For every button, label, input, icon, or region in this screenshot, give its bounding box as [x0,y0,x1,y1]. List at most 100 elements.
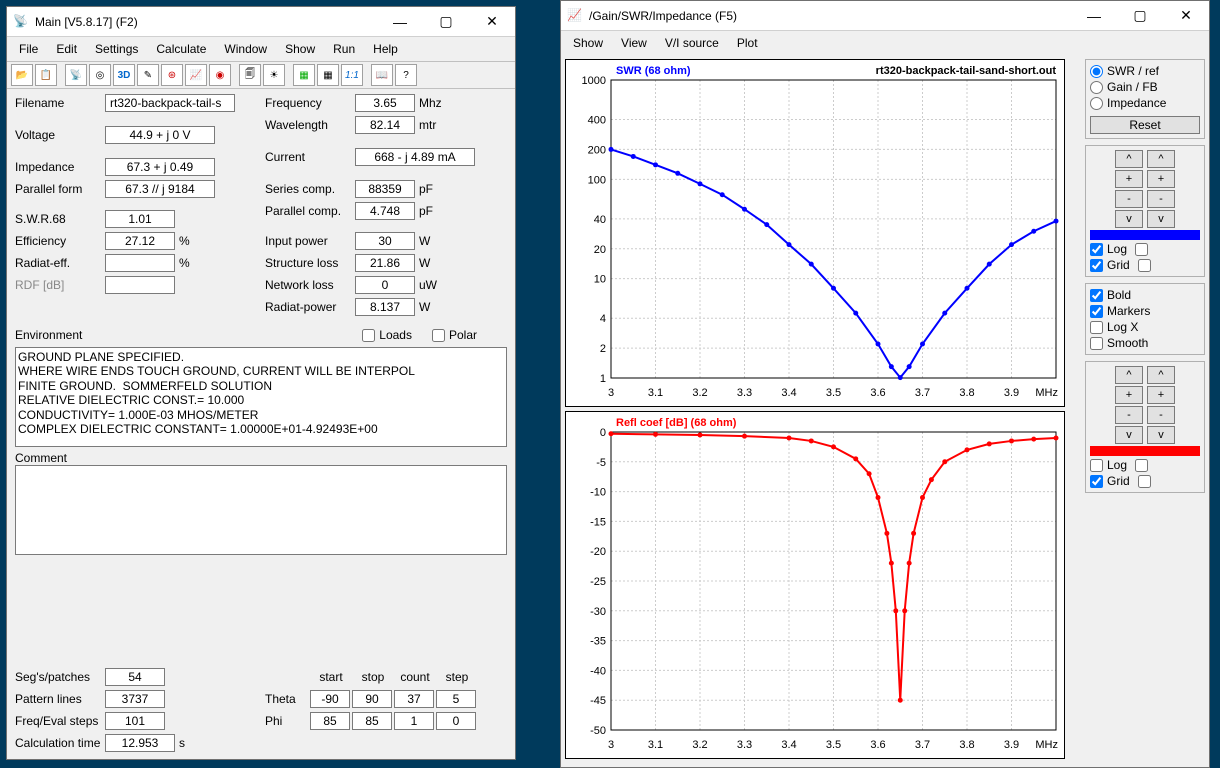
filename-input[interactable] [105,94,235,112]
refl-x-plus[interactable]: + [1147,386,1175,404]
refl-y-minus[interactable]: - [1115,406,1143,424]
bold-checkbox[interactable]: Bold [1090,288,1200,302]
menu-show[interactable]: Show [277,40,323,58]
refl-x-up-icon[interactable]: ^ [1147,366,1175,384]
tool-3d-icon[interactable]: 3D [113,64,135,86]
close-button[interactable]: ✕ [469,7,515,37]
svg-text:3.3: 3.3 [737,387,752,399]
opt-gain-radio[interactable]: Gain / FB [1090,80,1200,94]
refl-y-down-icon[interactable]: v [1115,426,1143,444]
freq-steps-label: Freq/Eval steps [15,714,105,728]
phi-step[interactable]: 0 [436,712,476,730]
environment-textarea[interactable] [15,347,507,447]
svg-text:3.5: 3.5 [826,739,841,751]
tool-help-icon[interactable]: ? [395,64,417,86]
tool-calc-icon[interactable]: ▦ [293,64,315,86]
opt-imp-radio[interactable]: Impedance [1090,96,1200,110]
refl-grid-checkbox[interactable]: Grid [1090,474,1130,488]
minimize-button[interactable]: — [377,7,423,37]
tool-wheel-icon[interactable]: ⊛ [161,64,183,86]
radiat-power-value: 8.137 [355,298,415,316]
loads-checkbox[interactable]: Loads [362,328,412,342]
refl-x-minus[interactable]: - [1147,406,1175,424]
menu-help[interactable]: Help [365,40,406,58]
chart-menu-plot[interactable]: Plot [729,34,766,52]
menu-run[interactable]: Run [325,40,363,58]
tool-sun-icon[interactable]: ☀ [263,64,285,86]
chart-menu-show[interactable]: Show [565,34,611,52]
theta-count[interactable]: 37 [394,690,434,708]
swr-x-plus[interactable]: + [1147,170,1175,188]
svg-text:3.9: 3.9 [1004,387,1019,399]
tool-antenna-icon[interactable]: 📡 [65,64,87,86]
chart-menu-view[interactable]: View [613,34,655,52]
svg-text:1: 1 [600,373,606,385]
swr-x-minus[interactable]: - [1147,190,1175,208]
markers-checkbox[interactable]: Markers [1090,304,1200,318]
menu-file[interactable]: File [11,40,46,58]
menu-edit[interactable]: Edit [48,40,85,58]
theta-start[interactable]: -90 [310,690,350,708]
tool-scale-icon[interactable]: 1:1 [341,64,363,86]
comment-textarea[interactable] [15,465,507,555]
phi-start[interactable]: 85 [310,712,350,730]
frequency-value[interactable]: 3.65 [355,94,415,112]
tool-book-icon[interactable]: 📖 [371,64,393,86]
swr-grid-checkbox[interactable]: Grid [1090,258,1130,272]
swr-x-up-icon[interactable]: ^ [1147,150,1175,168]
swr-y-up-icon[interactable]: ^ [1115,150,1143,168]
tool-target-icon[interactable]: ◎ [89,64,111,86]
refl-x-down-icon[interactable]: v [1147,426,1175,444]
swr-log2-checkbox[interactable] [1135,242,1148,256]
input-power-label: Input power [265,234,355,248]
svg-text:3.6: 3.6 [870,739,885,751]
refl-log2-checkbox[interactable] [1135,458,1148,472]
refl-y-plus[interactable]: + [1115,386,1143,404]
polar-checkbox[interactable]: Polar [432,328,477,342]
tool-open-icon[interactable]: 📂 [11,64,33,86]
tool-grid-icon[interactable]: ▦ [317,64,339,86]
svg-text:3.5: 3.5 [826,387,841,399]
swr-y-plus[interactable]: + [1115,170,1143,188]
smooth-checkbox[interactable]: Smooth [1090,336,1200,350]
menu-calculate[interactable]: Calculate [148,40,214,58]
phi-count[interactable]: 1 [394,712,434,730]
swr-y-minus[interactable]: - [1115,190,1143,208]
opt-swr-radio[interactable]: SWR / ref [1090,64,1200,78]
refl-grid2-checkbox[interactable] [1138,474,1151,488]
tool-chart-icon[interactable]: 📈 [185,64,207,86]
swr-y-down-icon[interactable]: v [1115,210,1143,228]
logx-checkbox[interactable]: Log X [1090,320,1200,334]
theta-step[interactable]: 5 [436,690,476,708]
chart-maximize-button[interactable]: ▢ [1117,1,1163,31]
svg-text:3: 3 [608,387,614,399]
tool-clone-icon[interactable]: 🗐 [239,64,261,86]
menu-settings[interactable]: Settings [87,40,146,58]
filename-label: Filename [15,96,105,110]
swr-x-down-icon[interactable]: v [1147,210,1175,228]
comment-label: Comment [15,451,507,465]
chart-close-button[interactable]: ✕ [1163,1,1209,31]
chart-window: 📈 /Gain/SWR/Impedance (F5) — ▢ ✕ Show Vi… [560,0,1210,768]
chart-menu-vi[interactable]: V/I source [657,34,727,52]
input-power-unit: W [419,234,447,248]
input-power-value[interactable]: 30 [355,232,415,250]
svg-text:SWR (68 ohm): SWR (68 ohm) [616,65,691,77]
svg-text:-15: -15 [590,516,606,528]
tool-edit-icon[interactable]: ✎ [137,64,159,86]
chart-minimize-button[interactable]: — [1071,1,1117,31]
tool-polar-icon[interactable]: ◉ [209,64,231,86]
theta-stop[interactable]: 90 [352,690,392,708]
phi-stop[interactable]: 85 [352,712,392,730]
swr-log-checkbox[interactable]: Log [1090,242,1127,256]
swr-grid2-checkbox[interactable] [1138,258,1151,272]
reset-button[interactable]: Reset [1090,116,1200,134]
maximize-button[interactable]: ▢ [423,7,469,37]
tool-copy-icon[interactable]: 📋 [35,64,57,86]
refl-y-up-icon[interactable]: ^ [1115,366,1143,384]
menu-window[interactable]: Window [216,40,275,58]
rdf-value [105,276,175,294]
chart-titlebar[interactable]: 📈 /Gain/SWR/Impedance (F5) — ▢ ✕ [561,1,1209,31]
main-titlebar[interactable]: 📡 Main [V5.8.17] (F2) — ▢ ✕ [7,7,515,37]
refl-log-checkbox[interactable]: Log [1090,458,1127,472]
